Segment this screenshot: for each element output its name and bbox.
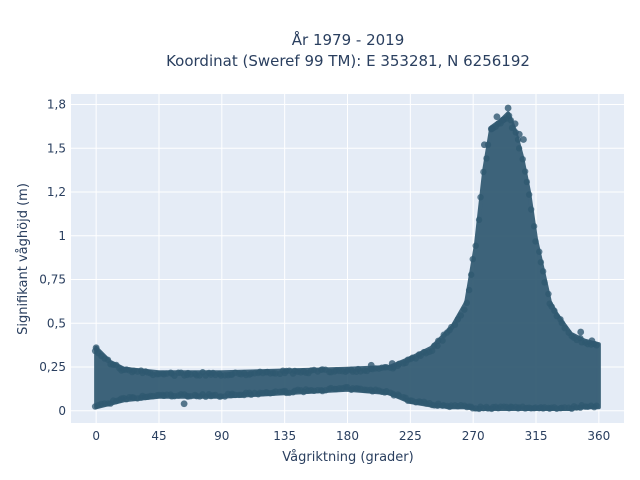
scatter-point — [465, 286, 473, 294]
scatter-point — [457, 312, 465, 319]
scatter-point — [428, 347, 436, 354]
y-tick-label: 1 — [58, 229, 66, 243]
scatter-point — [558, 319, 565, 327]
x-tick-label: 0 — [92, 429, 100, 443]
scatter-point — [272, 388, 279, 395]
scatter-points — [91, 104, 600, 413]
y-tick-label: 1,2 — [47, 185, 66, 199]
scatter-point — [469, 255, 476, 263]
data-layer — [91, 104, 601, 413]
scatter-point — [514, 136, 522, 143]
y-axis-ticks: 0 0,25 0,5 0,75 1 1,2 1,5 1,8 — [39, 98, 66, 418]
chart-title: År 1979 - 2019 — [292, 30, 405, 49]
scatter-point — [561, 324, 568, 332]
scatter-point — [577, 328, 585, 336]
scatter-point — [504, 104, 512, 112]
scatter-point — [92, 344, 100, 352]
scatter-point — [451, 321, 459, 328]
y-axis-title: Signifikant våghöjd (m) — [16, 183, 31, 335]
x-axis-title: Vågriktning (grader) — [282, 450, 413, 465]
scatter-point — [499, 116, 506, 124]
y-tick-label: 0,25 — [39, 360, 66, 374]
scatter-point — [461, 306, 468, 313]
chart-titles: År 1979 - 2019 Koordinat (Sweref 99 TM):… — [166, 30, 530, 70]
y-tick-label: 0,75 — [39, 273, 66, 287]
scatter-point — [521, 168, 529, 175]
scatter-point — [515, 145, 523, 152]
scatter-point — [537, 259, 545, 266]
x-axis-ticks: 0 45 90 135 180 225 270 315 360 — [92, 429, 610, 443]
scatter-point — [434, 342, 441, 350]
scatter-point — [551, 307, 558, 314]
scatter-point — [527, 206, 535, 213]
scatter-point — [463, 299, 471, 307]
y-tick-label: 1,8 — [47, 98, 66, 112]
scatter-point — [520, 136, 527, 143]
scatter-point — [439, 337, 446, 344]
scatter-point — [519, 155, 526, 163]
x-tick-label: 360 — [587, 429, 610, 443]
x-tick-label: 90 — [214, 429, 229, 443]
x-tick-label: 45 — [151, 429, 166, 443]
scatter-point — [536, 248, 543, 255]
scatter-point — [367, 361, 375, 369]
scatter-point — [487, 125, 495, 133]
scatter-point — [467, 271, 475, 278]
scatter-point — [472, 242, 479, 249]
x-tick-label: 315 — [525, 429, 548, 443]
y-tick-label: 0,5 — [47, 316, 66, 330]
x-tick-label: 180 — [336, 429, 359, 443]
scatter-point — [593, 342, 600, 349]
y-tick-label: 1,5 — [47, 141, 66, 155]
scatter-point — [541, 279, 548, 286]
scatter-point — [180, 400, 188, 408]
scatter-point — [483, 155, 490, 162]
x-tick-label: 135 — [273, 429, 296, 443]
scatter-point — [539, 268, 547, 275]
scatter-point — [388, 360, 396, 367]
scatter-point — [525, 191, 533, 198]
scatter-point — [545, 290, 552, 298]
scatter-point — [511, 120, 519, 128]
scatter-point — [475, 216, 483, 224]
y-tick-label: 0 — [58, 404, 66, 418]
x-tick-label: 225 — [399, 429, 422, 443]
scatter-point — [477, 194, 484, 201]
chart-subtitle: Koordinat (Sweref 99 TM): E 353281, N 62… — [166, 52, 530, 70]
scatter-point — [480, 141, 488, 149]
scatter-point — [515, 130, 523, 138]
scatter-point — [593, 402, 600, 409]
scatter-point — [532, 238, 539, 245]
x-tick-label: 270 — [462, 429, 485, 443]
scatter-point — [480, 168, 487, 176]
scatter-point — [523, 178, 531, 186]
scatter-point — [493, 113, 501, 121]
scatter-point — [530, 223, 538, 230]
scatter-point — [588, 337, 596, 345]
